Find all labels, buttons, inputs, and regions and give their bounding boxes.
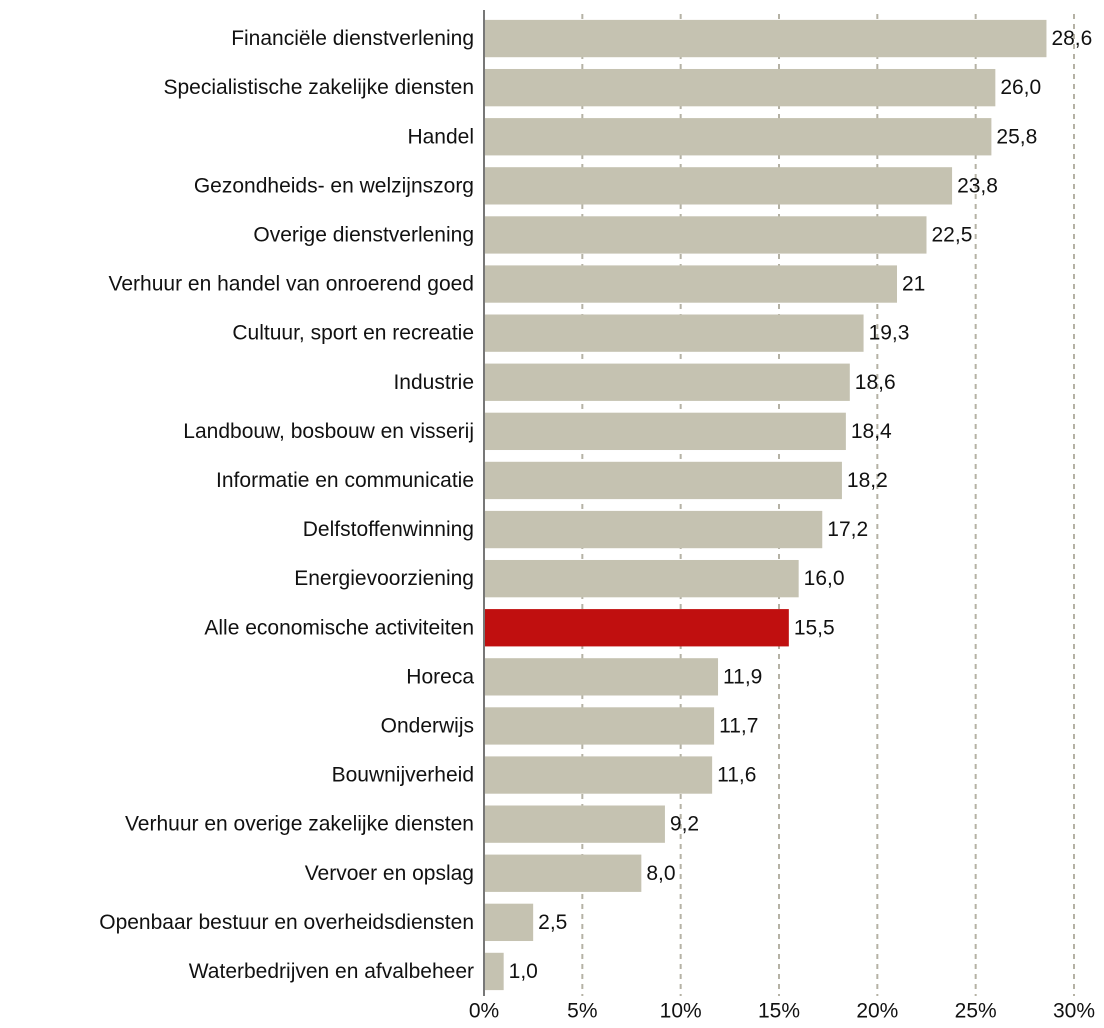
- x-tick-label: 30%: [1053, 1000, 1095, 1023]
- y-tick-label: Delfstoffenwinning: [303, 518, 474, 541]
- value-label: 1,0: [509, 960, 538, 983]
- y-tick-label: Cultuur, sport en recreatie: [232, 322, 474, 345]
- value-label: 18,4: [851, 420, 892, 443]
- bar: [484, 265, 897, 303]
- y-tick-label: Gezondheids- en welzijnszorg: [194, 174, 474, 197]
- y-tick-label: Specialistische zakelijke diensten: [164, 76, 475, 99]
- bar: [484, 363, 850, 401]
- x-tick-label: 20%: [856, 1000, 898, 1023]
- y-tick-label: Financiële dienstverlening: [231, 27, 474, 50]
- value-label: 28,6: [1051, 27, 1092, 50]
- value-label: 16,0: [804, 567, 845, 590]
- bar: [484, 854, 642, 892]
- y-tick-label: Landbouw, bosbouw en visserij: [183, 420, 474, 443]
- x-tick-label: 25%: [955, 1000, 997, 1023]
- bar: [484, 19, 1047, 58]
- bar: [484, 559, 799, 598]
- y-tick-label: Alle economische activiteiten: [204, 616, 474, 639]
- value-label: 18,6: [855, 371, 896, 394]
- bar: [484, 805, 665, 843]
- bar: [484, 216, 927, 254]
- y-tick-label: Vervoer en opslag: [305, 862, 474, 885]
- value-label: 18,2: [847, 469, 888, 492]
- y-tick-label: Industrie: [393, 371, 474, 394]
- y-tick-label: Energievoorziening: [294, 567, 474, 590]
- bar: [484, 756, 713, 794]
- y-tick-label: Horeca: [406, 665, 474, 688]
- bar: [484, 658, 719, 696]
- bar: [484, 609, 789, 647]
- y-tick-label: Waterbedrijven en afvalbeheer: [189, 960, 474, 983]
- bar: [484, 167, 953, 205]
- value-label: 19,3: [869, 322, 910, 345]
- value-label: 11,6: [717, 764, 756, 787]
- y-tick-label: Informatie en communicatie: [216, 469, 474, 492]
- value-label: 9,2: [670, 813, 699, 836]
- value-label: 17,2: [827, 518, 868, 541]
- value-label: 26,0: [1000, 76, 1041, 99]
- bar: [484, 314, 864, 352]
- x-tick-label: 5%: [567, 1000, 597, 1023]
- bar: [484, 118, 992, 156]
- bar: [484, 461, 842, 500]
- y-tick-label: Overige dienstverlening: [253, 223, 474, 246]
- y-tick-label: Verhuur en overige zakelijke diensten: [125, 813, 474, 836]
- bar: [484, 510, 823, 549]
- value-label: 11,7: [719, 714, 758, 737]
- bar: [484, 412, 846, 451]
- value-label: 23,8: [957, 174, 998, 197]
- y-tick-label: Verhuur en handel van onroerend goed: [109, 273, 474, 296]
- y-tick-label: Openbaar bestuur en overheidsdiensten: [99, 911, 474, 934]
- bar: [484, 707, 715, 745]
- value-label: 21: [902, 273, 925, 296]
- value-label: 2,5: [538, 911, 567, 934]
- bar: [484, 68, 996, 107]
- x-tick-label: 15%: [758, 1000, 800, 1023]
- x-tick-label: 0%: [469, 1000, 499, 1023]
- value-label: 15,5: [794, 616, 835, 639]
- value-label: 11,9: [723, 665, 762, 688]
- y-tick-label: Handel: [407, 125, 474, 148]
- value-label: 25,8: [996, 125, 1037, 148]
- y-tick-label: Onderwijs: [381, 714, 474, 737]
- value-label: 22,5: [932, 223, 973, 246]
- bar: [484, 903, 534, 942]
- x-tick-label: 10%: [660, 1000, 702, 1023]
- y-tick-label: Bouwnijverheid: [332, 764, 474, 787]
- bar: [484, 952, 504, 991]
- value-label: 8,0: [646, 862, 675, 885]
